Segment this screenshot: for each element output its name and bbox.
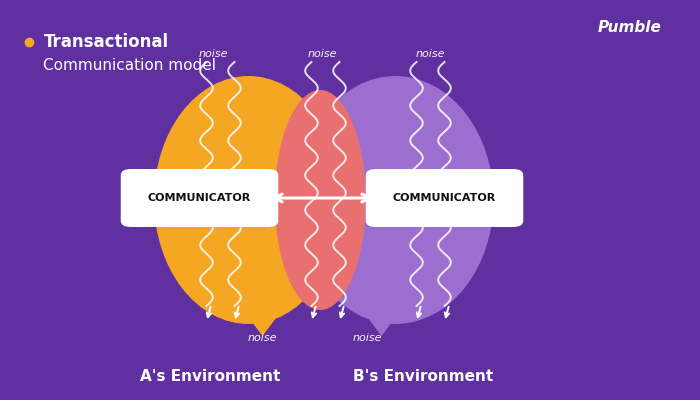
Text: noise: noise bbox=[248, 333, 277, 343]
Ellipse shape bbox=[274, 90, 365, 310]
Text: COMMUNICATOR: COMMUNICATOR bbox=[148, 193, 251, 203]
Text: noise: noise bbox=[416, 49, 445, 59]
Text: A's Environment: A's Environment bbox=[140, 369, 280, 384]
Polygon shape bbox=[241, 308, 284, 336]
Text: noise: noise bbox=[307, 49, 337, 59]
FancyBboxPatch shape bbox=[365, 169, 524, 227]
FancyBboxPatch shape bbox=[120, 169, 279, 227]
Ellipse shape bbox=[154, 76, 343, 324]
Polygon shape bbox=[360, 308, 402, 336]
Text: noise: noise bbox=[199, 49, 228, 59]
Text: Transactional: Transactional bbox=[43, 33, 169, 51]
Text: Pumble: Pumble bbox=[598, 20, 661, 36]
Text: COMMUNICATOR: COMMUNICATOR bbox=[393, 193, 496, 203]
Text: B's Environment: B's Environment bbox=[354, 369, 494, 384]
Text: noise: noise bbox=[353, 333, 382, 343]
Text: Communication model: Communication model bbox=[43, 58, 216, 74]
Ellipse shape bbox=[298, 76, 494, 324]
